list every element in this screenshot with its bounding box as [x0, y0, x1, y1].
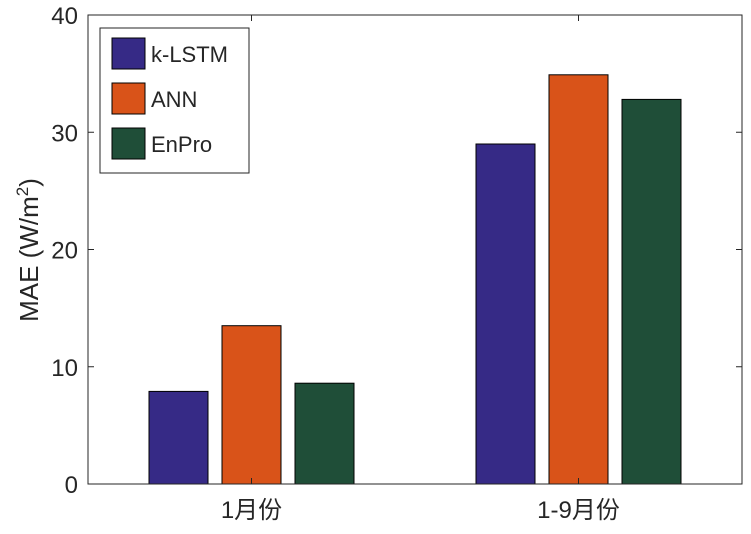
y-tick-label: 0 [65, 472, 78, 499]
bar-enpro-1 [294, 382, 355, 485]
legend-label: EnPro [151, 132, 212, 157]
bar-enpro-2 [621, 98, 682, 485]
legend-swatch-ann [111, 82, 146, 115]
y-axis-title-suffix: ) [14, 178, 44, 187]
x-tick-label: 1-9月份 [537, 497, 620, 524]
y-axis-title-main: MAE (W/m [14, 196, 44, 322]
y-axis-title-superscript: 2 [13, 187, 32, 196]
legend-label: k-LSTM [151, 42, 228, 67]
bar-k-lstm-2 [475, 143, 536, 485]
y-tick-label: 20 [51, 238, 78, 265]
bar-ann-2 [548, 74, 609, 485]
y-tick-label: 30 [51, 120, 78, 147]
y-tick-label: 10 [51, 355, 78, 382]
x-tick-label: 1月份 [221, 497, 282, 524]
y-tick-label: 40 [51, 3, 78, 30]
bar-k-lstm-1 [148, 390, 209, 485]
legend-swatch-enpro [111, 127, 146, 160]
legend-label: ANN [151, 87, 197, 112]
bar-ann-1 [221, 325, 282, 485]
legend-swatch-k-lstm [111, 37, 146, 70]
y-axis-title: MAE (W/m2) [13, 178, 44, 322]
